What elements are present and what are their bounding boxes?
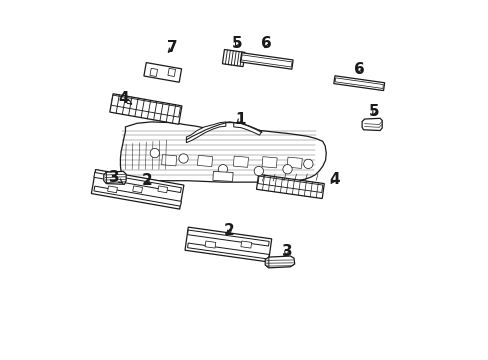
Polygon shape xyxy=(184,227,271,262)
Polygon shape xyxy=(197,156,212,167)
Text: 6: 6 xyxy=(260,36,271,50)
Polygon shape xyxy=(104,171,126,184)
Circle shape xyxy=(254,166,263,176)
Polygon shape xyxy=(262,157,277,168)
Text: 4: 4 xyxy=(118,91,131,106)
Polygon shape xyxy=(233,123,261,135)
Polygon shape xyxy=(286,157,302,168)
Polygon shape xyxy=(265,257,268,268)
Text: 5: 5 xyxy=(231,36,242,50)
Polygon shape xyxy=(104,172,106,184)
Text: 1: 1 xyxy=(234,112,245,127)
Polygon shape xyxy=(161,155,177,166)
Polygon shape xyxy=(150,68,157,77)
Polygon shape xyxy=(111,95,180,117)
Polygon shape xyxy=(212,171,233,181)
Text: 2: 2 xyxy=(142,172,152,188)
Circle shape xyxy=(303,159,312,168)
Text: 3: 3 xyxy=(281,243,291,258)
Polygon shape xyxy=(256,174,324,198)
Circle shape xyxy=(218,165,227,174)
Text: 4: 4 xyxy=(328,172,339,187)
Polygon shape xyxy=(120,122,325,183)
Text: 3: 3 xyxy=(109,170,122,185)
Polygon shape xyxy=(333,76,384,91)
Text: 2: 2 xyxy=(224,224,234,238)
Circle shape xyxy=(179,154,188,163)
Circle shape xyxy=(150,148,159,158)
Polygon shape xyxy=(233,156,248,167)
Polygon shape xyxy=(265,256,294,268)
Text: 6: 6 xyxy=(353,62,364,77)
Polygon shape xyxy=(241,55,291,67)
Polygon shape xyxy=(204,241,215,248)
Polygon shape xyxy=(186,122,225,143)
Polygon shape xyxy=(334,78,383,89)
Polygon shape xyxy=(241,241,251,248)
Polygon shape xyxy=(222,50,244,67)
Polygon shape xyxy=(158,186,167,193)
Text: 5: 5 xyxy=(368,104,379,120)
Polygon shape xyxy=(91,170,183,209)
Polygon shape xyxy=(167,68,175,77)
Polygon shape xyxy=(132,186,142,193)
Polygon shape xyxy=(187,230,268,246)
Polygon shape xyxy=(107,186,117,193)
Polygon shape xyxy=(110,94,182,124)
Polygon shape xyxy=(94,172,181,193)
Text: 7: 7 xyxy=(167,40,178,55)
Polygon shape xyxy=(362,118,382,131)
Polygon shape xyxy=(240,53,292,69)
Polygon shape xyxy=(94,186,181,206)
Polygon shape xyxy=(258,176,322,193)
Polygon shape xyxy=(187,243,268,259)
Circle shape xyxy=(282,165,292,174)
Polygon shape xyxy=(143,63,181,82)
